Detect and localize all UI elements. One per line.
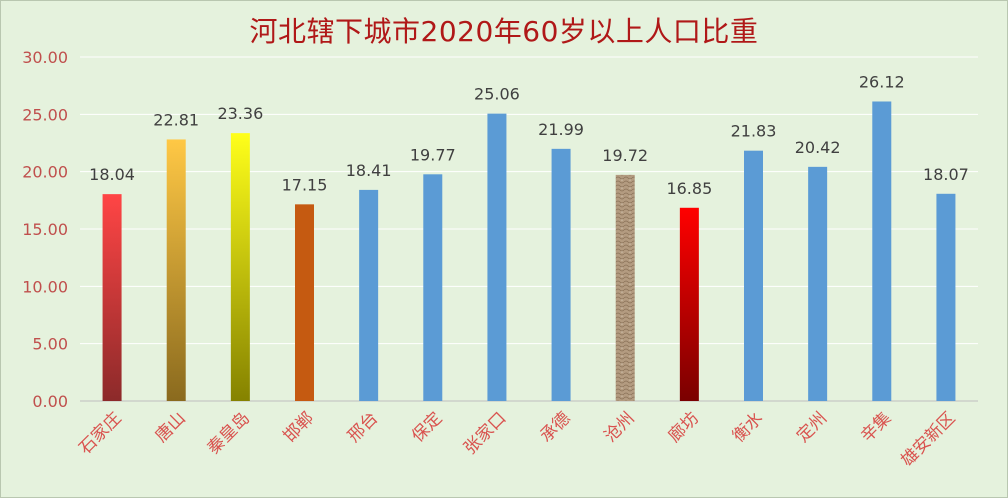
x-category-label: 唐山: [151, 408, 190, 447]
y-tick-label: 15.00: [22, 220, 68, 239]
x-category-label: 定州: [793, 408, 831, 446]
bar-邯郸: [295, 204, 314, 401]
x-category-label: 衡水: [729, 408, 767, 446]
data-label: 16.85: [666, 179, 712, 198]
data-label: 18.07: [923, 165, 969, 184]
x-category-label: 廊坊: [665, 408, 703, 446]
data-label: 23.36: [217, 104, 263, 123]
x-category-label: 辛集: [857, 408, 895, 446]
y-tick-label: 30.00: [22, 48, 68, 67]
bar-沧州: [615, 174, 635, 401]
data-label: 26.12: [859, 72, 905, 91]
x-category-label: 保定: [408, 408, 446, 446]
data-label: 18.04: [89, 165, 135, 184]
data-label: 17.15: [282, 175, 328, 194]
bar-承德: [551, 148, 571, 401]
chart-title: 河北辖下城市2020年60岁以上人口比重: [249, 15, 759, 48]
data-label: 25.06: [474, 85, 520, 104]
bar-雄安新区: [936, 193, 956, 401]
bar-秦皇岛: [230, 133, 250, 401]
bar-辛集: [872, 101, 892, 402]
bar-保定: [423, 174, 443, 401]
data-label: 21.99: [538, 120, 584, 139]
x-category-label: 沧州: [601, 408, 639, 446]
bar-衡水: [744, 150, 763, 401]
x-category-label: 邯郸: [280, 408, 318, 446]
bar-廊坊: [679, 207, 699, 401]
data-label: 19.72: [602, 146, 648, 165]
bar-石家庄: [102, 194, 122, 401]
data-label: 19.77: [410, 145, 456, 164]
x-category-label: 雄安新区: [897, 408, 959, 470]
bar-唐山: [166, 139, 186, 402]
data-label: 22.81: [153, 110, 199, 129]
y-tick-label: 0.00: [32, 392, 68, 411]
y-tick-label: 25.00: [22, 105, 68, 124]
y-tick-label: 5.00: [32, 335, 68, 354]
bar-定州: [808, 166, 828, 401]
x-category-label: 石家庄: [75, 408, 125, 458]
data-label: 20.42: [795, 138, 841, 157]
data-label: 18.41: [346, 161, 392, 180]
data-label: 21.83: [731, 122, 777, 141]
y-tick-label: 10.00: [22, 277, 68, 296]
bar-张家口: [487, 113, 507, 402]
x-category-label: 邢台: [344, 408, 382, 446]
bar-邢台: [359, 189, 379, 401]
y-tick-label: 20.00: [22, 163, 68, 182]
x-category-label: 承德: [536, 408, 574, 446]
x-category-label: 秦皇岛: [204, 408, 254, 458]
x-category-label: 张家口: [460, 408, 510, 458]
